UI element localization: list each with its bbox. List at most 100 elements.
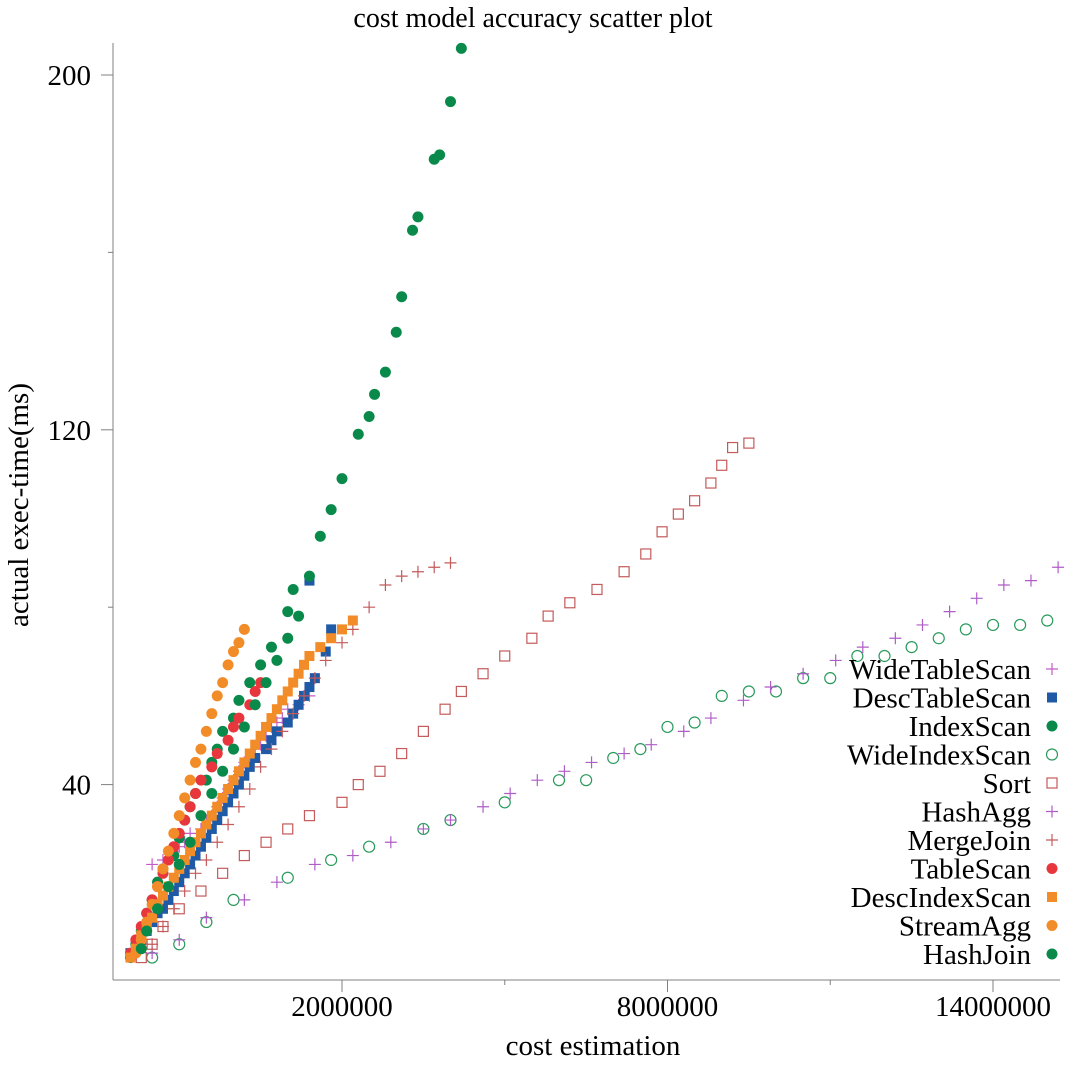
legend-label: HashJoin [923, 939, 1031, 971]
x-tick-label: 8000000 [617, 991, 719, 1023]
data-point-indexscan [412, 211, 424, 223]
data-point-streamagg [222, 659, 234, 671]
data-point-hashjoin [206, 787, 218, 799]
legend-item-streamagg: StreamAgg [899, 911, 1058, 943]
x-tick-label: 2000000 [291, 991, 393, 1023]
data-point-descindexscan [255, 730, 266, 741]
legend-marker-wideindexscan [1045, 748, 1059, 761]
data-point-wideindexscan [661, 720, 674, 734]
data-point-hashjoin [162, 881, 174, 893]
y-tick-label: 40 [62, 770, 91, 802]
data-point-indexscan [255, 659, 267, 671]
x-tick-label: 14000000 [935, 991, 1051, 1023]
data-point-mergejoin [336, 636, 348, 649]
data-point-mergejoin [411, 565, 424, 578]
data-point-streamagg [195, 743, 207, 755]
data-point-sort [526, 632, 538, 644]
data-point-desctablescan [201, 832, 212, 843]
data-point-desctablescan [233, 779, 244, 790]
data-point-descindexscan [304, 650, 315, 661]
legend-marker-mergejoin [1046, 834, 1058, 846]
data-point-sort [564, 597, 576, 609]
data-point-desctablescan [163, 894, 174, 905]
data-point-wideindexscan [715, 689, 728, 703]
data-point-descindexscan [147, 912, 158, 923]
data-point-descindexscan [315, 642, 326, 653]
data-point-desctablescan [244, 761, 255, 772]
data-point-hashagg [444, 814, 457, 827]
data-point-hashjoin [271, 654, 283, 666]
data-point-sort [640, 548, 652, 560]
data-point-mergejoin [319, 654, 332, 667]
data-point-hashjoin [152, 903, 164, 915]
data-point-sort [743, 437, 755, 449]
data-point-hashagg [384, 836, 397, 849]
data-point-desctablescan [326, 624, 337, 635]
data-point-streamagg [135, 934, 147, 946]
data-point-indexscan [434, 149, 446, 161]
data-point-tablescan [190, 787, 202, 799]
data-point-indexscan [455, 42, 467, 54]
data-point-tablescan [184, 801, 196, 813]
data-point-mergejoin [222, 818, 235, 831]
data-point-desctablescan [282, 717, 293, 728]
data-point-wideindexscan [580, 774, 593, 787]
data-point-hashagg [618, 747, 631, 760]
legend-marker-sort [1046, 777, 1058, 789]
data-point-tablescan [249, 685, 261, 697]
data-point-descindexscan [293, 668, 304, 679]
legend-marker-descindexscan [1047, 892, 1057, 902]
data-point-sort [374, 765, 386, 777]
legend-marker-widetablescan [1046, 663, 1058, 675]
data-point-hashagg [943, 605, 956, 618]
legend-marker-hashjoin [1046, 948, 1058, 960]
data-point-descindexscan [168, 872, 179, 883]
data-point-wideindexscan [552, 774, 566, 787]
legend-marker-hashagg [1046, 805, 1058, 818]
data-point-descindexscan [282, 686, 293, 697]
legend-label: TableScan [911, 854, 1032, 886]
data-point-hashagg [997, 579, 1010, 592]
data-point-widetablescan [146, 858, 159, 871]
legend-label: Sort [983, 768, 1031, 800]
data-point-hashagg [346, 849, 359, 862]
y-tick-label: 120 [48, 415, 92, 447]
data-point-streamagg [152, 881, 164, 893]
data-point-indexscan [303, 570, 315, 582]
legend-label: WideIndexScan [847, 740, 1032, 772]
data-point-hashagg [1052, 561, 1065, 574]
data-point-wideindexscan [688, 716, 701, 729]
data-point-indexscan [244, 677, 256, 689]
data-point-wideindexscan [905, 641, 918, 654]
data-point-mergejoin [265, 743, 278, 756]
data-point-mergejoin [243, 783, 256, 796]
data-point-mergejoin [276, 725, 289, 738]
data-point-desctablescan [195, 841, 206, 852]
data-point-descindexscan [250, 739, 261, 750]
data-point-indexscan [407, 224, 419, 236]
data-point-hashjoin [217, 765, 229, 777]
data-point-descindexscan [347, 615, 358, 626]
data-point-descindexscan [266, 713, 277, 724]
legend-item-widetablescan: WideTableScan [849, 654, 1058, 686]
data-point-sort [656, 526, 668, 538]
data-point-wideindexscan [1041, 614, 1054, 627]
legend-item-descindexscan: DescIndexScan [851, 882, 1057, 914]
data-point-hashagg [531, 774, 544, 787]
data-point-hashagg [270, 876, 283, 889]
data-point-hashagg [173, 933, 186, 946]
data-point-descindexscan [337, 624, 347, 635]
legend-marker-indexscan [1046, 720, 1058, 732]
data-point-streamagg [228, 646, 239, 658]
data-point-mergejoin [298, 689, 311, 702]
data-point-hashagg [504, 787, 517, 800]
data-point-streamagg [157, 863, 169, 875]
data-point-hashagg [764, 681, 777, 694]
data-point-sort [217, 867, 229, 879]
data-point-hashjoin [249, 699, 261, 711]
data-point-indexscan [287, 583, 299, 595]
data-point-sort [195, 885, 207, 897]
series-indexscan [124, 42, 467, 964]
data-point-streamagg [162, 845, 174, 857]
data-point-wideindexscan [986, 618, 1000, 632]
